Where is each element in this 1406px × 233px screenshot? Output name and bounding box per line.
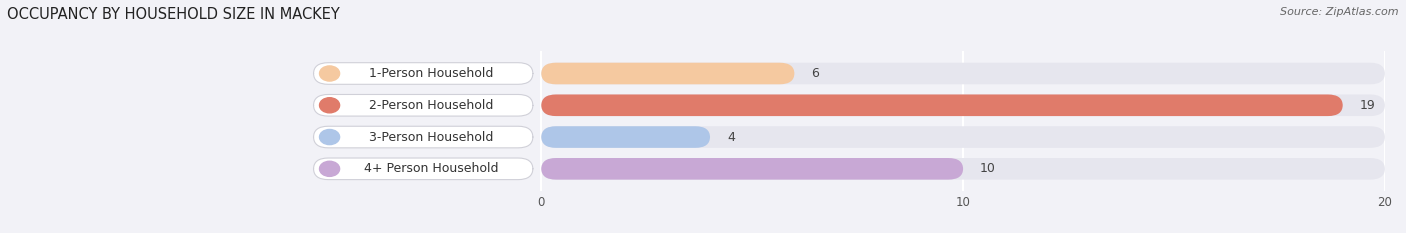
FancyBboxPatch shape [541,94,1343,116]
Text: 4+ Person Household: 4+ Person Household [364,162,499,175]
FancyBboxPatch shape [541,158,963,180]
Text: 4: 4 [727,130,735,144]
Text: 1-Person Household: 1-Person Household [370,67,494,80]
Circle shape [319,161,340,176]
Text: 19: 19 [1360,99,1375,112]
Circle shape [319,98,340,113]
Text: 2-Person Household: 2-Person Household [370,99,494,112]
FancyBboxPatch shape [541,126,1385,148]
Circle shape [319,66,340,81]
FancyBboxPatch shape [541,158,1385,180]
FancyBboxPatch shape [314,94,533,116]
FancyBboxPatch shape [541,126,710,148]
FancyBboxPatch shape [314,158,533,180]
FancyBboxPatch shape [541,63,794,84]
FancyBboxPatch shape [314,63,533,84]
Circle shape [319,130,340,145]
Text: Source: ZipAtlas.com: Source: ZipAtlas.com [1281,7,1399,17]
Text: OCCUPANCY BY HOUSEHOLD SIZE IN MACKEY: OCCUPANCY BY HOUSEHOLD SIZE IN MACKEY [7,7,340,22]
Text: 6: 6 [811,67,820,80]
FancyBboxPatch shape [541,63,1385,84]
Text: 3-Person Household: 3-Person Household [370,130,494,144]
FancyBboxPatch shape [541,94,1385,116]
FancyBboxPatch shape [314,126,533,148]
Text: 10: 10 [980,162,995,175]
